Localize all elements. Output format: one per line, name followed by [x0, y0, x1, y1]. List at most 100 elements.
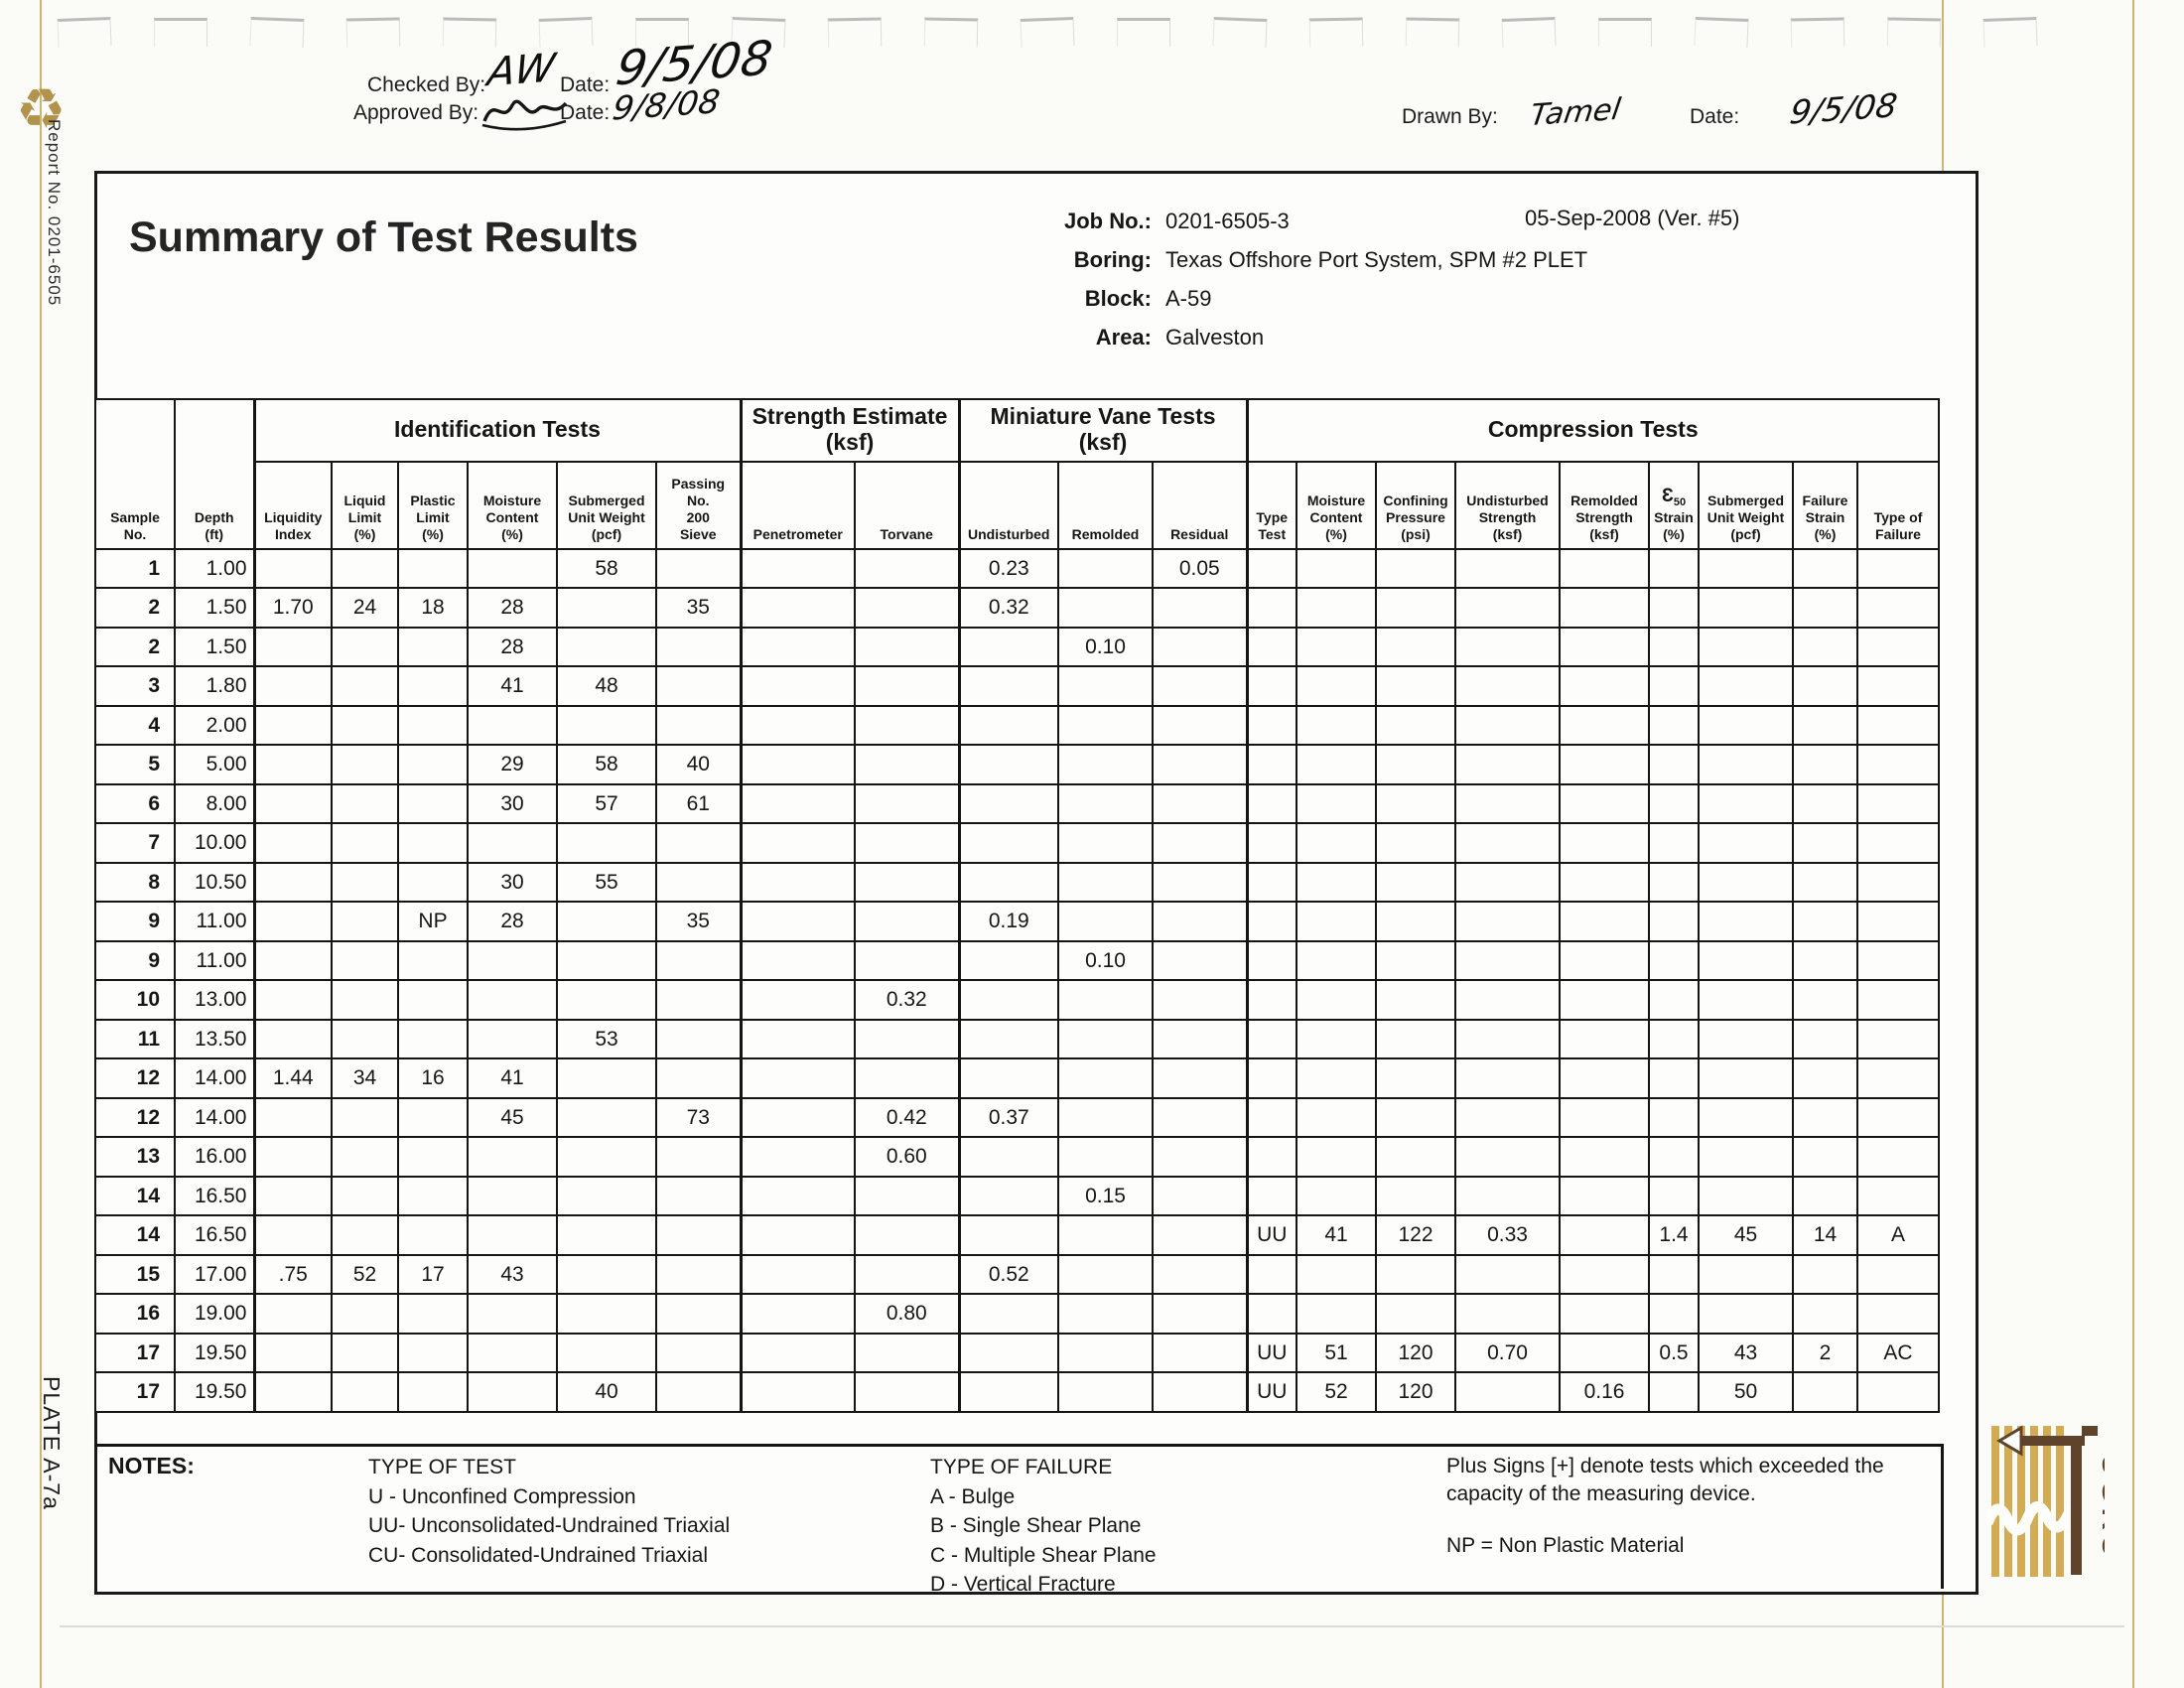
cell [252, 782, 333, 825]
cell [1152, 704, 1248, 747]
cell [854, 939, 960, 982]
cell [1648, 822, 1700, 864]
cell [854, 861, 960, 904]
col-header: Passing No. 200 Sieve [655, 460, 742, 550]
cell: 43 [1698, 1332, 1794, 1374]
cell [1698, 782, 1794, 825]
cell [1792, 547, 1858, 590]
cell: 41 [1296, 1214, 1377, 1256]
cell [1296, 1018, 1377, 1060]
block-label: Block: [1084, 286, 1152, 311]
cell [1152, 1253, 1248, 1296]
table-row: 1 1.00 58 0.23 0.05 [94, 547, 1940, 590]
cell [1057, 587, 1154, 629]
cell [1375, 901, 1456, 942]
col-header: Type of Failure [1856, 460, 1940, 550]
cell: 0.32 [854, 979, 960, 1021]
cell: 1.00 [174, 547, 255, 590]
cell [1057, 744, 1154, 785]
cell [739, 744, 856, 785]
cell [1454, 979, 1561, 1021]
cell [1152, 1214, 1248, 1256]
cell [957, 979, 1059, 1021]
cell [1296, 587, 1377, 629]
cell [1792, 1136, 1858, 1178]
type-of-test-title: TYPE OF TEST [368, 1456, 516, 1478]
cell [331, 1293, 399, 1335]
cell [854, 587, 960, 629]
area-label: Area: [1095, 325, 1152, 350]
cell [556, 1136, 657, 1178]
cell [397, 1096, 469, 1139]
cell [957, 822, 1059, 864]
cell [1375, 861, 1456, 904]
cell [1792, 1096, 1858, 1139]
cell [854, 1332, 960, 1374]
table-row: 2 1.50 28 0.10 [94, 626, 1940, 668]
cell [1454, 782, 1561, 825]
cell [1698, 626, 1794, 668]
misc-notes: Plus Signs [+] denote tests which exceed… [1446, 1453, 1913, 1560]
cell: 5.00 [174, 744, 255, 785]
cell: 10.50 [174, 861, 255, 904]
cell [1559, 1293, 1650, 1335]
cell [1559, 1136, 1650, 1178]
notes-section: NOTES: TYPE OF TEST U - Unconfined Compr… [94, 1444, 1944, 1596]
cell [1375, 1096, 1456, 1139]
cell [1559, 1175, 1650, 1217]
cell: 11 [94, 1018, 176, 1060]
cell [1375, 939, 1456, 982]
cell: 0.16 [1559, 1371, 1650, 1413]
cell [1648, 861, 1700, 904]
cell [854, 704, 960, 747]
col-header: Submerged Unit Weight (pcf) [556, 460, 657, 550]
cell: 0.60 [854, 1136, 960, 1178]
results-table-body: 1 1.00 58 0.23 0.05 2 1.50 1.70 24 18 28 35 0.32 2 1.5… [94, 547, 1940, 1413]
cell [1856, 547, 1940, 590]
cell [252, 861, 333, 904]
cell [1792, 587, 1858, 629]
drawn-date-label: Date: [1690, 105, 1740, 128]
cell: 58 [556, 547, 657, 590]
cell [252, 939, 333, 982]
cell [1245, 704, 1297, 747]
left-margin-rule [40, 0, 42, 1688]
type-of-failure-title: TYPE OF FAILURE [930, 1456, 1113, 1478]
cell [1057, 1018, 1154, 1060]
cell [1856, 782, 1940, 825]
cell [1296, 547, 1377, 590]
table-row: 17 19.50 40 UU 52 120 0.16 50 [94, 1371, 1940, 1413]
cell [1375, 1057, 1456, 1099]
cell [467, 1175, 558, 1217]
type-of-failure-legend: TYPE OF FAILURE A - Bulge B - Single She… [930, 1453, 1157, 1600]
cell: 0.70 [1454, 1332, 1561, 1374]
cell [1792, 1253, 1858, 1296]
cell [1057, 1253, 1154, 1296]
cell [854, 1214, 960, 1256]
cell [252, 626, 333, 668]
cell [1057, 1214, 1154, 1256]
cell [1856, 939, 1940, 982]
cell [1698, 861, 1794, 904]
cell [655, 704, 742, 747]
cell [556, 1253, 657, 1296]
cell: 1.44 [252, 1057, 333, 1099]
cell [331, 1332, 399, 1374]
cell: 34 [331, 1057, 399, 1099]
group-header-identification: Identification Tests [252, 398, 742, 463]
cell [739, 1175, 856, 1217]
cell: 17 [94, 1371, 176, 1413]
cell [739, 1096, 856, 1139]
cell [1856, 1175, 1940, 1217]
cell [739, 979, 856, 1021]
cell [1648, 626, 1700, 668]
torn-edge-mark [1598, 18, 1652, 47]
cell [1296, 1253, 1377, 1296]
approved-by-signature [481, 99, 568, 131]
cell [1245, 901, 1297, 942]
cell [252, 1175, 333, 1217]
cell [467, 1332, 558, 1374]
cell [1152, 1175, 1248, 1217]
cell: 43 [467, 1253, 558, 1296]
cell [397, 782, 469, 825]
